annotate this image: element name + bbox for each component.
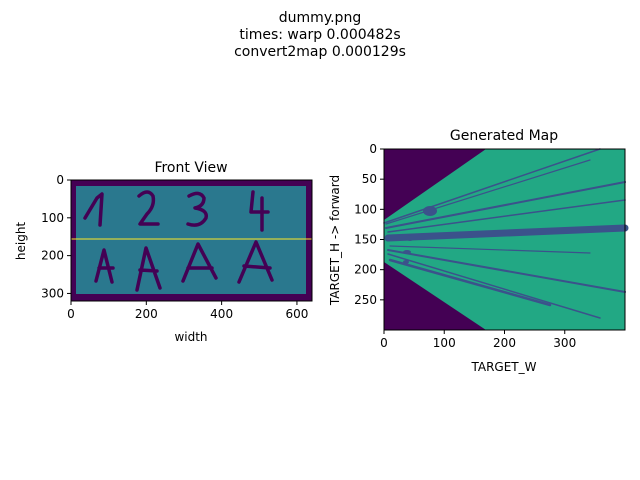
front-view-frame <box>70 179 313 302</box>
suptitle-line-3: convert2map 0.000129s <box>234 44 406 60</box>
front-view-glyph-a1 <box>94 248 115 284</box>
front-view-x-ticks: 0 200 400 600 <box>67 301 308 321</box>
generated-map-ray <box>387 249 626 293</box>
x-tick-label: 0 <box>380 336 388 350</box>
generated-map-ray <box>387 199 626 233</box>
y-tick-label: 100 <box>41 211 64 225</box>
front-view-glyph-a2 <box>135 246 162 292</box>
generated-map-x-ticks: 0 100 200 300 <box>380 330 576 350</box>
front-view-glyph-3 <box>186 191 209 227</box>
front-view-board <box>76 186 306 294</box>
front-view-image <box>71 180 312 301</box>
y-tick-label: 0 <box>56 173 64 187</box>
generated-map-blob <box>403 250 411 254</box>
generated-map-blob <box>406 235 414 241</box>
generated-map-blob <box>403 260 409 264</box>
x-tick-label: 200 <box>135 307 158 321</box>
front-view-glyph-2 <box>137 190 160 226</box>
y-tick-label: 200 <box>41 249 64 263</box>
front-view-axes: Front View 0 20 <box>14 160 313 344</box>
front-view-title: Front View <box>154 160 227 176</box>
y-tick-label: 200 <box>354 263 377 277</box>
x-tick-label: 0 <box>67 307 75 321</box>
y-tick-label: 100 <box>354 202 377 216</box>
y-tick-label: 250 <box>354 293 377 307</box>
front-view-glyph-a4 <box>237 240 274 284</box>
front-view-glyph-4 <box>249 190 270 232</box>
generated-map-ray <box>387 253 601 319</box>
generated-map-ylabel: TARGET_H -> forward <box>328 175 342 306</box>
x-tick-label: 100 <box>433 336 456 350</box>
generated-map-ray <box>384 224 629 242</box>
generated-map-ray <box>383 148 601 224</box>
y-tick-label: 300 <box>41 286 64 300</box>
generated-map-blob <box>423 206 437 216</box>
front-view-glyph-a3 <box>181 242 218 283</box>
x-tick-label: 600 <box>285 307 308 321</box>
generated-map-image <box>383 148 629 330</box>
y-tick-label: 150 <box>354 233 377 247</box>
suptitle-line-1: dummy.png <box>279 10 361 26</box>
front-view-y-ticks: 0 100 200 300 <box>41 173 71 300</box>
generated-map-ray <box>389 245 591 254</box>
x-tick-label: 300 <box>553 336 576 350</box>
generated-map-ray <box>385 181 626 229</box>
y-tick-label: 50 <box>362 172 377 186</box>
front-view-glyph-1 <box>83 192 104 227</box>
generated-map-title: Generated Map <box>450 128 558 144</box>
front-view-xlabel: width <box>174 330 207 344</box>
front-view-ylabel: height <box>14 222 28 261</box>
generated-map-ray <box>388 258 552 307</box>
x-tick-label: 200 <box>493 336 516 350</box>
generated-map-axes: Generated Map 0 100 20 <box>328 128 629 374</box>
x-tick-label: 400 <box>210 307 233 321</box>
suptitle-line-2: times: warp 0.000482s <box>239 27 400 43</box>
y-tick-label: 0 <box>369 142 377 156</box>
generated-map-ray <box>385 159 591 225</box>
generated-map-y-ticks: 0 50 100 150 200 250 <box>354 142 384 307</box>
generated-map-xlabel: TARGET_W <box>470 360 536 374</box>
